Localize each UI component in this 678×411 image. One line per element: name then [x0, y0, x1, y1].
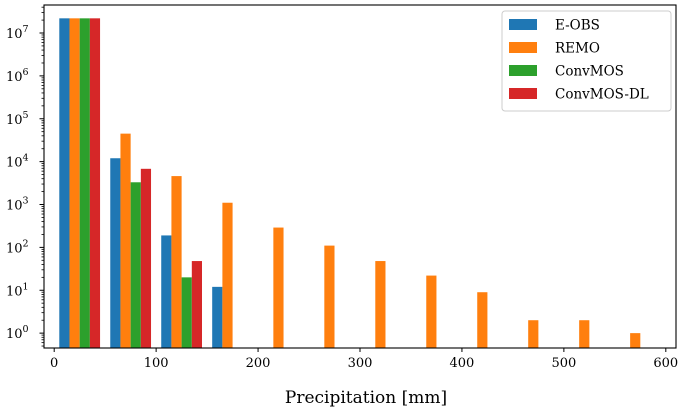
bar-convmos-bin-0 [79, 18, 90, 349]
bar-e-obs-bin-1 [110, 158, 121, 348]
bar-remo-bin-7 [426, 275, 437, 348]
x-axis-label: Precipitation [mm] [285, 388, 447, 408]
bar-remo-bin-6 [375, 261, 386, 348]
bar-remo-bin-10 [579, 320, 590, 348]
legend-swatch-convmos-dl [509, 88, 537, 99]
legend-box [501, 10, 672, 112]
y-axis-ticks: 100 101 102 103 104 105 106 107 [6, 6, 44, 347]
bar-convmos-dl-bin-1 [140, 168, 152, 348]
bar-remo-bin-1 [120, 133, 131, 349]
legend-swatch-convmos [509, 65, 537, 76]
bar-remo-bin-2 [171, 176, 182, 348]
x-tick-label: 0 [50, 356, 58, 371]
x-axis-ticks: 0 100 200 300 400 500 600 [50, 348, 678, 371]
y-tick-label: 101 [6, 281, 29, 299]
legend-label-convmos-dl: ConvMOS-DL [555, 87, 649, 103]
bar-remo-bin-0 [69, 18, 80, 349]
bar-e-obs-bin-0 [59, 18, 70, 349]
bar-remo-bin-3 [222, 202, 233, 348]
legend: E-OBS REMO ConvMOS ConvMOS-DL [501, 10, 672, 112]
bar-convmos-bin-2 [181, 277, 192, 348]
y-tick-label: 104 [6, 153, 29, 171]
y-tick-label: 103 [6, 196, 29, 214]
y-tick-label: 100 [6, 324, 29, 342]
x-tick-label: 600 [653, 356, 678, 371]
y-tick-label: 106 [6, 67, 29, 85]
legend-swatch-remo [509, 42, 537, 53]
bar-remo-bin-5 [324, 245, 335, 348]
bar-remo-bin-11 [630, 333, 641, 348]
x-tick-label: 400 [450, 356, 475, 371]
bar-remo-bin-9 [528, 320, 539, 348]
bar-e-obs-bin-2 [161, 235, 172, 348]
bar-convmos-dl-bin-0 [89, 18, 101, 349]
bars-group [59, 18, 641, 349]
x-tick-label: 200 [246, 356, 271, 371]
y-tick-label: 107 [6, 24, 29, 42]
bar-convmos-dl-bin-2 [191, 261, 202, 348]
bar-convmos-bin-1 [130, 182, 141, 348]
legend-swatch-e-obs [509, 19, 537, 30]
y-tick-label: 105 [6, 110, 29, 128]
bar-e-obs-bin-3 [212, 286, 223, 348]
legend-label-e-obs: E-OBS [555, 18, 600, 34]
legend-label-remo: REMO [555, 41, 600, 57]
y-tick-label: 102 [6, 238, 29, 256]
legend-label-convmos: ConvMOS [555, 64, 624, 80]
x-tick-label: 500 [551, 356, 576, 371]
bar-remo-bin-4 [273, 227, 284, 348]
x-tick-label: 100 [144, 356, 169, 371]
bar-remo-bin-8 [477, 292, 488, 348]
x-tick-label: 300 [348, 356, 373, 371]
